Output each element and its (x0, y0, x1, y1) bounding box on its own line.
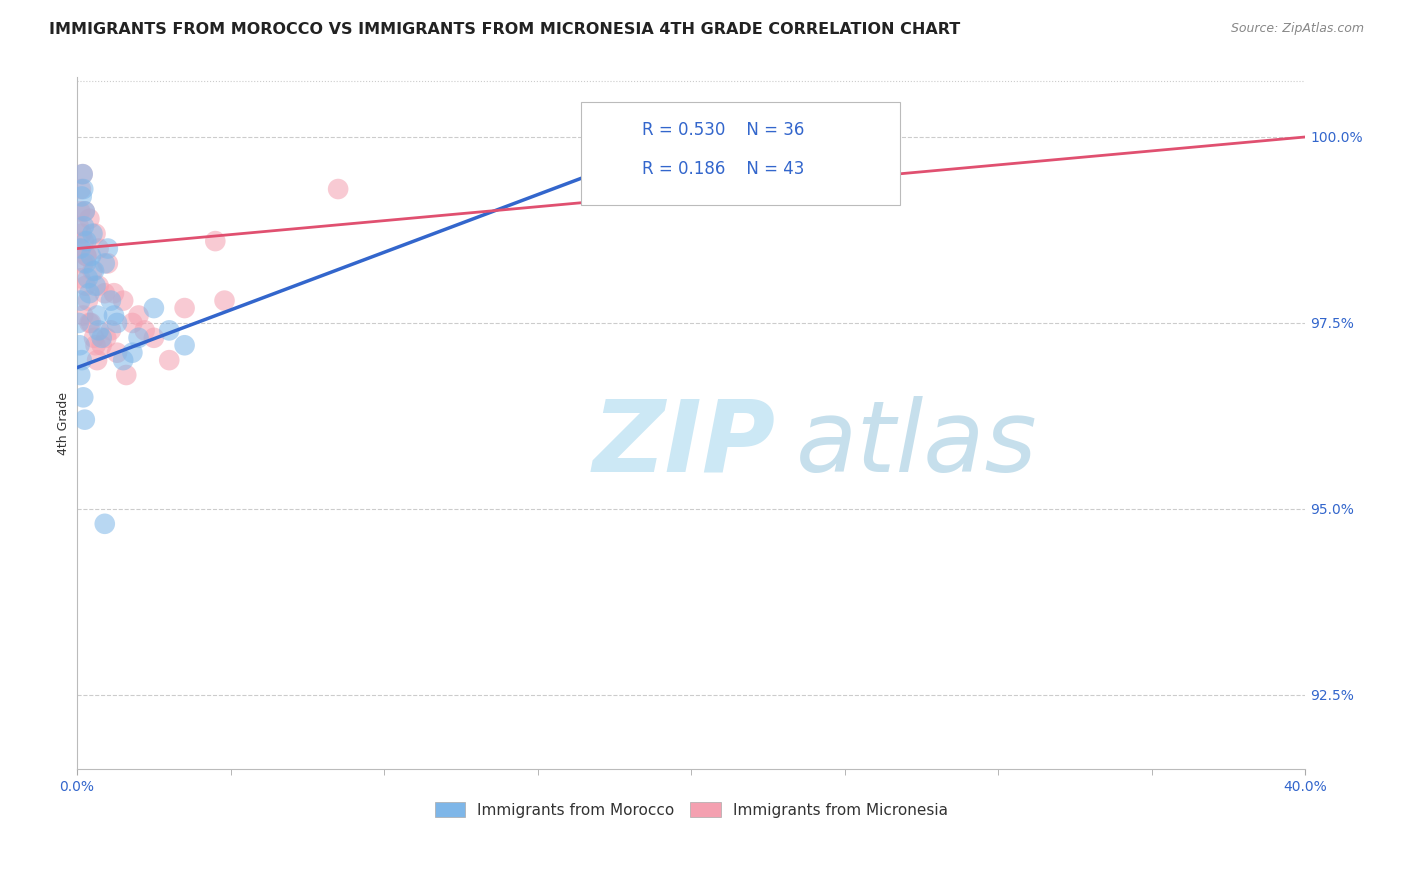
Point (128, 309, 150, 323)
Point (69, 242, 91, 256)
Point (87, 323, 110, 337)
Point (100, 323, 122, 337)
Point (75, 278, 97, 293)
Point (75, 249, 97, 263)
Point (142, 331, 165, 345)
Point (69, 204, 91, 219)
Point (69, 182, 91, 196)
Point (100, 293, 122, 308)
Text: R = 0.530    N = 36: R = 0.530 N = 36 (643, 121, 804, 139)
Point (121, 345, 143, 359)
Point (86, 353, 108, 368)
Point (73, 204, 96, 219)
Point (115, 368, 138, 382)
Point (73, 204, 96, 219)
Point (79, 211, 101, 226)
Point (97, 256, 120, 270)
Point (83, 264, 105, 278)
Point (105, 316, 128, 330)
Text: IMMIGRANTS FROM MOROCCO VS IMMIGRANTS FROM MICRONESIA 4TH GRADE CORRELATION CHAR: IMMIGRANTS FROM MOROCCO VS IMMIGRANTS FR… (49, 22, 960, 37)
Text: R = 0.186    N = 43: R = 0.186 N = 43 (643, 160, 804, 178)
Point (214, 293, 236, 308)
Point (69, 368, 91, 382)
Point (87, 278, 110, 293)
Point (112, 293, 135, 308)
Point (82, 264, 104, 278)
Point (103, 286, 125, 301)
Point (84, 227, 107, 241)
Point (84, 278, 107, 293)
Point (72, 390, 94, 404)
Point (79, 316, 101, 330)
Point (90, 331, 112, 345)
Point (87, 242, 110, 256)
Point (72, 167, 94, 181)
Point (94, 516, 117, 531)
Point (94, 256, 117, 270)
Point (94, 286, 117, 301)
Point (80, 249, 103, 263)
Point (326, 182, 349, 196)
Point (103, 309, 125, 323)
Legend: Immigrants from Morocco, Immigrants from Micronesia: Immigrants from Morocco, Immigrants from… (429, 796, 953, 824)
Point (173, 301, 195, 315)
Point (76, 271, 98, 285)
Point (73, 219, 96, 234)
Point (72, 256, 94, 270)
Point (128, 331, 150, 345)
Text: Source: ZipAtlas.com: Source: ZipAtlas.com (1230, 22, 1364, 36)
Point (134, 323, 156, 337)
Point (70, 189, 93, 203)
Point (69, 271, 91, 285)
Point (157, 353, 180, 368)
Point (70, 353, 93, 368)
Point (173, 338, 195, 352)
Point (73, 234, 96, 248)
Point (112, 353, 135, 368)
Point (67, 316, 90, 330)
Point (72, 167, 94, 181)
Point (69, 293, 91, 308)
Point (83, 331, 105, 345)
Point (97, 242, 120, 256)
Point (204, 234, 226, 248)
Point (72, 182, 94, 196)
Text: atlas: atlas (796, 396, 1038, 492)
Point (82, 227, 104, 241)
Point (69, 338, 91, 352)
Text: ZIP: ZIP (593, 396, 776, 492)
Point (70, 227, 93, 241)
Point (84, 338, 107, 352)
Point (96, 331, 118, 345)
Y-axis label: 4th Grade: 4th Grade (58, 392, 70, 455)
Point (105, 345, 128, 359)
FancyBboxPatch shape (581, 102, 900, 205)
Point (73, 412, 96, 426)
Point (90, 338, 112, 352)
Point (67, 219, 90, 234)
Point (75, 256, 97, 270)
Point (76, 293, 98, 308)
Point (157, 323, 180, 337)
Point (72, 309, 94, 323)
Point (142, 301, 165, 315)
Point (75, 234, 97, 248)
Point (80, 316, 103, 330)
Point (79, 286, 101, 301)
Point (86, 309, 108, 323)
Point (69, 242, 91, 256)
Point (121, 316, 143, 330)
Point (75, 249, 97, 263)
